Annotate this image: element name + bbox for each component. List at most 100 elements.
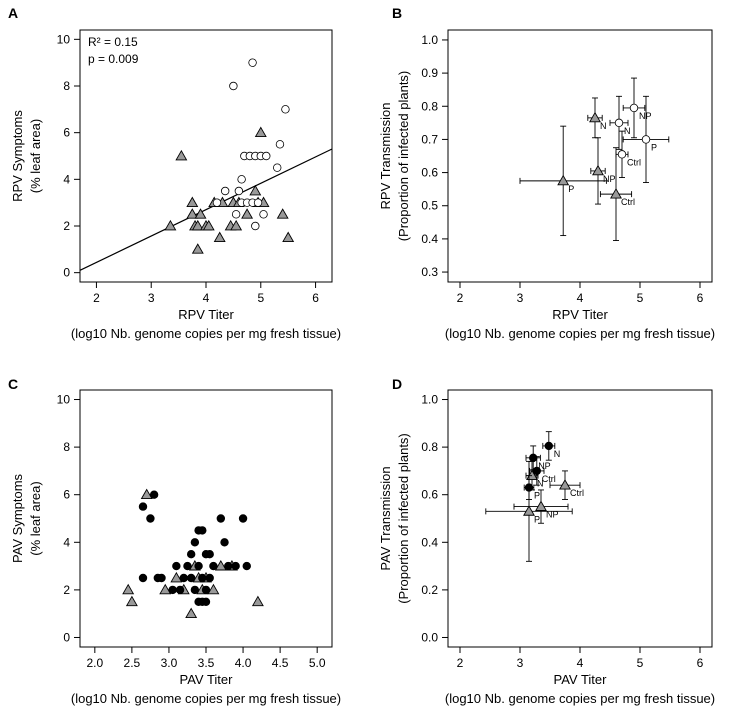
- dot-point: [201, 597, 211, 606]
- point-label: N: [537, 479, 544, 489]
- panel-letter: B: [392, 5, 402, 21]
- panel-d: D 2 3 4 5 6 0.0 0.2 0.4 0.6 0.8 1.0 PAV Titer (log10 …: [378, 376, 715, 706]
- open-circle-point: [617, 150, 627, 159]
- y-axis-subtitle: (% leaf area): [28, 119, 43, 193]
- point-label: NP: [546, 510, 559, 520]
- point-label: NP: [538, 461, 551, 471]
- dot-point: [183, 561, 192, 571]
- y-tick-label: 0: [63, 630, 70, 644]
- plot-frame: [447, 29, 713, 283]
- y-tick-label: 0: [63, 266, 70, 280]
- dot-point: [238, 514, 248, 523]
- x-tick-label: 4.0: [235, 656, 252, 670]
- x-axis-subtitle: (log10 Nb. genome copies per mg fresh ti…: [71, 326, 341, 341]
- triangle-point: [557, 174, 570, 186]
- y-axis-title: PAV Symptoms: [10, 473, 25, 563]
- y-axis-title: RPV Transmission: [378, 103, 393, 210]
- dot-point: [532, 466, 541, 476]
- triangle-point: [254, 126, 267, 138]
- open-circle-point: [262, 151, 271, 161]
- triangle-point: [207, 583, 220, 595]
- y-tick-label: 4: [63, 535, 70, 549]
- y-tick-label: 4: [63, 172, 70, 186]
- triangle-point: [140, 488, 153, 500]
- y-tick-label: 10: [57, 32, 71, 46]
- y-tick-label: 1.0: [421, 393, 438, 407]
- open-circle-point: [275, 140, 285, 149]
- dot-point: [205, 549, 214, 559]
- y-tick-label: 0.6: [421, 488, 438, 502]
- x-tick-label: 6: [697, 291, 704, 305]
- dot-point: [220, 538, 229, 547]
- open-circle-point: [251, 221, 260, 231]
- triangle-point: [559, 479, 571, 490]
- x-axis-subtitle: (log10 Nb. genome copies per mg fresh ti…: [445, 326, 715, 341]
- triangle-point: [194, 208, 207, 219]
- x-tick-label: 2: [457, 656, 464, 670]
- triangle-point: [523, 505, 535, 516]
- dot-point: [138, 573, 148, 583]
- stat-annotation: p = 0.009: [88, 52, 139, 66]
- dot-point: [198, 526, 207, 535]
- open-circle-point: [248, 58, 257, 67]
- triangle-point: [186, 196, 199, 208]
- plot-frame: [79, 29, 333, 283]
- x-axis-title: PAV Titer: [180, 672, 234, 687]
- dot-point: [186, 573, 196, 583]
- dot-point: [179, 573, 188, 583]
- point-label: Ctrl: [570, 488, 584, 498]
- triangle-point: [122, 583, 135, 595]
- point-label: N: [624, 126, 631, 136]
- dot-point: [168, 585, 177, 595]
- x-tick-label: 6: [697, 656, 704, 670]
- dot-point: [544, 441, 553, 451]
- regression-line: [80, 148, 332, 271]
- point-label: Ctrl: [542, 474, 556, 484]
- dot-point: [190, 585, 200, 595]
- open-circle-point: [614, 118, 624, 128]
- triangle-point: [191, 219, 204, 231]
- point-label: P: [651, 142, 657, 152]
- x-tick-label: 4: [577, 656, 584, 670]
- triangle-point: [241, 208, 254, 219]
- point-label: N: [600, 121, 607, 131]
- y-tick-label: 0.8: [421, 440, 438, 454]
- triangle-point: [159, 583, 172, 595]
- dot-point: [524, 483, 534, 492]
- point-label: P: [534, 491, 540, 501]
- triangle-point: [214, 559, 227, 571]
- triangle-point: [175, 149, 188, 161]
- x-tick-label: 5.0: [309, 656, 326, 670]
- triangle-point: [213, 231, 226, 243]
- y-tick-label: 0.4: [421, 232, 438, 246]
- point-label: N: [554, 449, 561, 459]
- open-circle-point: [253, 198, 263, 207]
- dot-point: [242, 561, 251, 571]
- y-axis-subtitle: (% leaf area): [28, 481, 43, 555]
- open-circle-point: [231, 210, 241, 219]
- dot-point: [157, 573, 166, 583]
- open-circle-point: [259, 210, 268, 219]
- x-axis-subtitle: (log10 Nb. genome copies per mg fresh ti…: [71, 691, 341, 706]
- data-layer: [122, 488, 264, 619]
- triangle-point: [191, 243, 204, 254]
- x-axis-title: RPV Titer: [552, 307, 608, 322]
- plot-frame: [79, 389, 333, 648]
- dot-point: [216, 514, 226, 523]
- triangle-point: [282, 231, 295, 243]
- x-axis-title: RPV Titer: [178, 307, 234, 322]
- x-tick-label: 2: [93, 291, 100, 305]
- dot-point: [138, 502, 148, 511]
- x-tick-label: 3: [517, 291, 524, 305]
- dot-point: [209, 561, 218, 571]
- triangle-point: [125, 595, 138, 607]
- panel-b: B 2 3 4 5 6 0.3 0.4 0.5 0.6 0.7 0.8 0.9 1.0 RPV Titer (…: [378, 5, 715, 341]
- y-tick-label: 8: [63, 79, 70, 93]
- dot-point: [198, 573, 207, 583]
- y-tick-label: 0.2: [421, 583, 438, 597]
- data-layer: [80, 58, 332, 271]
- dot-point: [529, 453, 538, 463]
- y-tick-label: 0.6: [421, 166, 438, 180]
- dot-point: [146, 514, 155, 523]
